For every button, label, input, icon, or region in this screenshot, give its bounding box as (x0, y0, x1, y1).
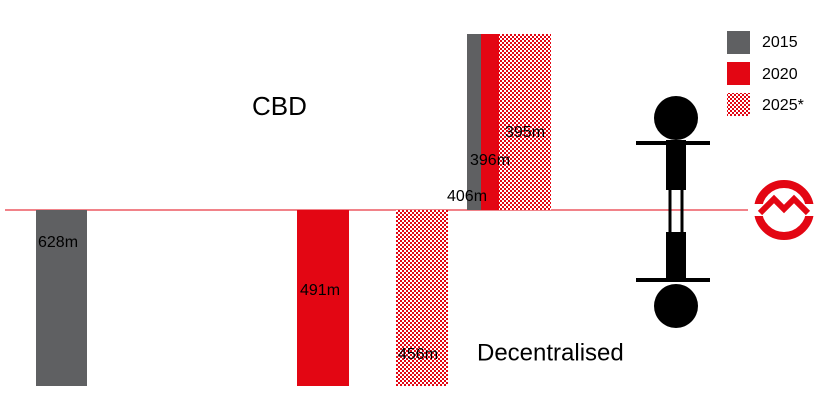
legend-swatch (727, 93, 750, 116)
region-label: Decentralised (477, 339, 624, 366)
legend-swatch (727, 31, 750, 54)
bar-2015 (36, 210, 87, 386)
bar-label: 491m (300, 282, 340, 299)
bar-label: 628m (38, 234, 78, 251)
bar-2020 (297, 210, 349, 386)
bar-label: 396m (470, 152, 510, 169)
legend-label: 2015 (762, 34, 798, 51)
bar-label: 456m (398, 346, 438, 363)
legend-label: 2020 (762, 66, 798, 83)
bar-2025 (396, 210, 448, 386)
legend-swatch (727, 62, 750, 85)
bar-label: 395m (505, 124, 545, 141)
bar-2015 (467, 34, 481, 210)
bar-label: 406m (447, 188, 487, 205)
bar-2025 (499, 34, 551, 210)
metro-logo (752, 180, 816, 240)
legend-label: 2025* (762, 97, 804, 114)
tower-icon (636, 96, 710, 328)
bar-2020 (481, 34, 499, 210)
region-label: CBD (252, 91, 307, 121)
